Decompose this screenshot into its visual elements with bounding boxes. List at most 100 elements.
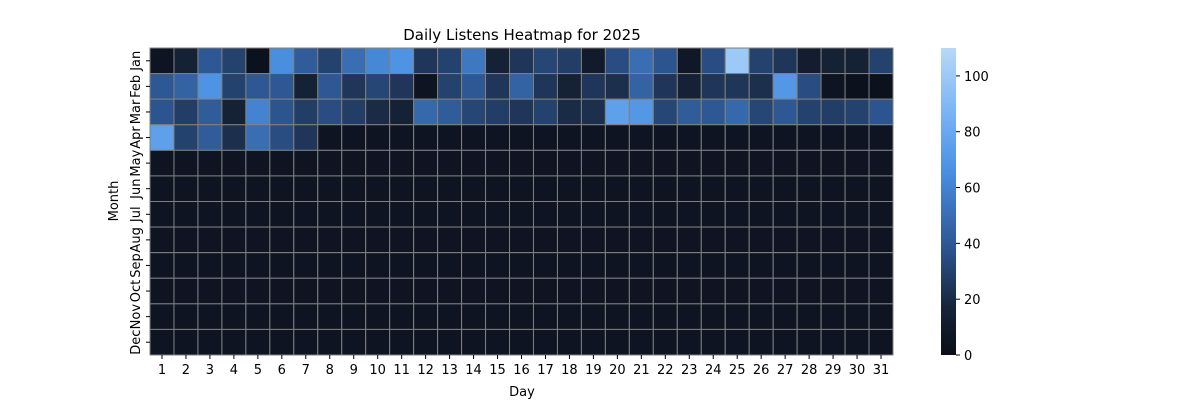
heatmap-cell — [485, 47, 511, 75]
heatmap-cell — [652, 73, 678, 100]
heatmap-cell — [317, 98, 343, 126]
heatmap-cell — [700, 226, 726, 254]
heatmap-cell — [820, 328, 846, 356]
heatmap-cell — [389, 124, 415, 151]
heatmap-cell — [317, 47, 343, 75]
heatmap-cell — [748, 303, 774, 330]
heatmap-cell — [389, 73, 415, 100]
heatmap-cell — [844, 277, 870, 305]
heatmap-cell — [389, 303, 415, 330]
heatmap-cell — [532, 175, 558, 203]
x-tick-label: 10 — [369, 363, 386, 378]
heatmap-cell — [652, 175, 678, 203]
heatmap-cell — [461, 277, 487, 305]
heatmap-cell — [437, 328, 463, 356]
heatmap-cell — [413, 175, 439, 203]
heatmap-cell — [532, 124, 558, 151]
heatmap-cell — [844, 226, 870, 254]
heatmap-cell — [796, 252, 822, 279]
heatmap-cell — [197, 73, 223, 100]
heatmap-cell — [485, 277, 511, 305]
heatmap-cell — [509, 98, 534, 126]
heatmap-cell — [221, 98, 247, 126]
heatmap-cell — [604, 98, 630, 126]
heatmap-cell — [317, 175, 343, 203]
heatmap-cell — [772, 47, 798, 75]
heatmap-cell — [149, 277, 175, 305]
heatmap-cell — [365, 175, 391, 203]
heatmap-cell — [269, 47, 295, 75]
heatmap-cell — [532, 98, 558, 126]
heatmap-cell — [844, 201, 870, 228]
heatmap-cell — [485, 175, 511, 203]
heatmap-cell — [844, 98, 870, 126]
heatmap-cell — [604, 149, 630, 177]
heatmap-cell — [173, 226, 199, 254]
heatmap-cell — [820, 226, 846, 254]
colorbar-ticks: 0 20 40 60 80 100 — [956, 70, 989, 364]
heatmap-cell — [245, 73, 271, 100]
heatmap-cell — [173, 277, 199, 305]
heatmap-cell — [796, 277, 822, 305]
heatmap-cell — [868, 98, 894, 126]
heatmap-cell — [173, 149, 199, 177]
heatmap-cell — [844, 47, 870, 75]
heatmap-cell — [700, 328, 726, 356]
heatmap-cell — [365, 149, 391, 177]
heatmap-cell — [509, 175, 534, 203]
heatmap-cell — [820, 201, 846, 228]
heatmap-cell — [700, 149, 726, 177]
heatmap-cell — [509, 252, 534, 279]
heatmap-cell — [652, 47, 678, 75]
x-tick-label: 6 — [278, 363, 286, 378]
heatmap-cell — [676, 98, 702, 126]
heatmap-cell — [724, 73, 750, 100]
heatmap-cell — [413, 303, 439, 330]
heatmap-cell — [173, 175, 199, 203]
heatmap-cell — [628, 226, 654, 254]
heatmap-cell — [796, 303, 822, 330]
x-tick-label: 2 — [182, 363, 190, 378]
heatmap-cell — [844, 175, 870, 203]
x-tick-label: 13 — [441, 363, 458, 378]
heatmap-cell — [341, 201, 367, 228]
heatmap-cell — [772, 303, 798, 330]
heatmap-cell — [341, 252, 367, 279]
heatmap-cell — [293, 124, 319, 151]
y-tick-label: Jul — [129, 206, 144, 223]
x-tick-label: 8 — [326, 363, 334, 378]
heatmap-cell — [221, 73, 247, 100]
colorbar-tick-label: 80 — [964, 126, 981, 141]
heatmap-cell — [413, 149, 439, 177]
heatmap-cell — [700, 175, 726, 203]
heatmap-cell — [532, 328, 558, 356]
heatmap-cell — [317, 149, 343, 177]
heatmap-cell — [461, 252, 487, 279]
heatmap-cell — [748, 226, 774, 254]
heatmap-cell — [652, 98, 678, 126]
x-tick-label: 29 — [825, 363, 842, 378]
heatmap-cell — [461, 73, 487, 100]
heatmap-cell — [389, 328, 415, 356]
heatmap-cell — [748, 252, 774, 279]
heatmap-cell — [532, 73, 558, 100]
heatmap-cell — [700, 303, 726, 330]
x-tick-label: 12 — [417, 363, 434, 378]
heatmap-cell — [844, 73, 870, 100]
heatmap-cell — [365, 252, 391, 279]
heatmap-cell — [652, 328, 678, 356]
heatmap-cell — [556, 201, 582, 228]
heatmap-cell — [197, 328, 223, 356]
heatmap-cell — [341, 328, 367, 356]
heatmap-cell — [365, 98, 391, 126]
heatmap-cell — [556, 73, 582, 100]
heatmap-cell — [485, 149, 511, 177]
x-tick-label: 11 — [393, 363, 410, 378]
heatmap-cell — [365, 47, 391, 75]
heatmap-cell — [820, 47, 846, 75]
heatmap-cell — [365, 303, 391, 330]
heatmap-cell — [485, 226, 511, 254]
heatmap-cell — [245, 201, 271, 228]
heatmap-cell — [820, 175, 846, 203]
